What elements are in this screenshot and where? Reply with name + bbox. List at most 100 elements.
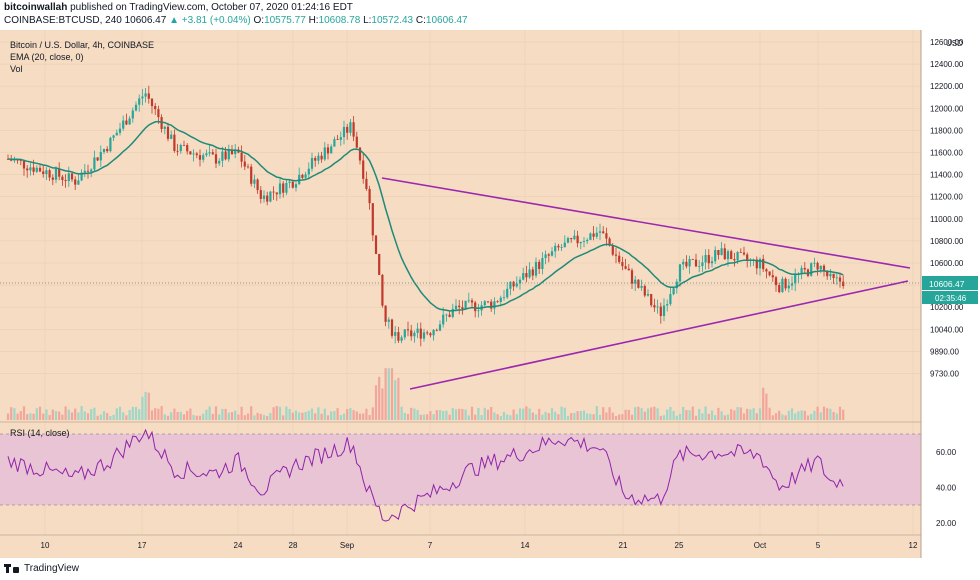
candle-body [166, 126, 170, 139]
candle-body [26, 168, 29, 171]
volume-bar [122, 412, 125, 420]
time-tick-label: 12 [909, 541, 918, 550]
chart-canvas[interactable]: Bitcoin / U.S. Dollar, 4h, COINBASE EMA … [0, 30, 980, 558]
candle-body [86, 170, 90, 172]
candle-body [186, 145, 189, 152]
volume-bar [726, 414, 730, 420]
candle-body [77, 180, 80, 185]
volume-bar [314, 413, 317, 420]
candle-body [323, 147, 326, 160]
volume-bar [198, 415, 202, 420]
volume-bar [54, 411, 58, 420]
candle-body [16, 159, 19, 161]
volume-bar [243, 415, 246, 420]
price-tick-label: 12600.00 [930, 38, 964, 47]
candle-body [794, 274, 797, 284]
triangle-upper-trendline[interactable] [381, 177, 911, 269]
candle-body [717, 250, 720, 255]
volume-bar [554, 411, 557, 420]
volume-bar [506, 414, 509, 420]
candle-body [685, 261, 688, 267]
volume-bar [486, 409, 490, 420]
volume-bar [570, 413, 573, 420]
candle-body [445, 314, 448, 316]
candle-body [106, 148, 109, 152]
candle-body [253, 179, 256, 184]
ohlc-line: COINBASE:BTCUSD, 240 10606.47 ▲ +3.81 (+… [4, 15, 468, 26]
candle-body [509, 281, 512, 289]
candle-body [810, 263, 813, 276]
volume-bar [22, 406, 26, 420]
volume-bar [294, 410, 298, 420]
volume-bar [458, 408, 461, 420]
volume-bar [602, 407, 605, 420]
volume-bar [413, 408, 416, 420]
volume-bar [51, 409, 54, 420]
volume-bar [573, 412, 576, 420]
candle-body [502, 297, 506, 299]
volume-bar [317, 407, 320, 420]
volume-bar [496, 414, 499, 420]
candle-body [115, 132, 118, 136]
volume-bar [666, 409, 669, 420]
volume-bar [285, 406, 288, 420]
volume-bar [438, 409, 442, 420]
candle-body [262, 195, 266, 199]
triangle-lower-trendline[interactable] [409, 280, 909, 390]
candle-body [547, 254, 550, 256]
time-axis-labels[interactable]: 10 17 24 28 Sep 7 14 21 25 Oct 5 12 [41, 541, 918, 550]
candle-body [314, 158, 317, 161]
candle-body [563, 242, 566, 248]
candle-body [614, 254, 618, 256]
rsi-tick-label: 40.00 [936, 483, 957, 492]
volume-bar [592, 414, 595, 420]
volume-bar [541, 414, 544, 420]
volume-bar [93, 407, 96, 420]
volume-bar [13, 408, 16, 420]
candle-body [758, 258, 762, 269]
volume-bar [138, 409, 141, 420]
volume-bar [611, 412, 614, 420]
candle-body [458, 305, 461, 308]
volume-bar [400, 406, 403, 420]
candle-body [832, 273, 835, 278]
volume-bar [528, 408, 531, 420]
volume-bar [90, 409, 93, 420]
volume-bar [582, 410, 586, 420]
candle-body [627, 268, 630, 271]
candle-body [790, 283, 794, 286]
candle-body [416, 328, 419, 333]
volume-bar [99, 414, 102, 420]
candle-body [38, 167, 42, 172]
candle-body [371, 203, 374, 236]
candle-body [122, 120, 125, 129]
volume-bar [509, 415, 512, 420]
footer: TradingView [0, 558, 980, 580]
candle-body [224, 151, 227, 160]
candle-body [656, 306, 659, 308]
volume-bar [250, 406, 253, 420]
volume-bar [467, 415, 470, 420]
candle-body [781, 278, 784, 293]
candle-body [688, 259, 691, 267]
volume-bar [282, 415, 285, 420]
candle-body [506, 288, 509, 298]
volume-bar [557, 414, 560, 420]
publish-text: published on TradingView.com, October 07… [70, 2, 353, 13]
candle-body [640, 285, 643, 288]
candle-body [282, 183, 285, 193]
low-label: L: [363, 15, 372, 26]
volume-bar [810, 413, 813, 420]
candle-body [160, 117, 163, 129]
candle-body [525, 273, 528, 278]
author-name[interactable]: bitcoinwallah [4, 2, 68, 13]
candle-body [269, 191, 272, 202]
candle-body [22, 160, 26, 169]
candle-body [592, 233, 595, 237]
volume-bars [6, 368, 845, 420]
candle-body [605, 233, 608, 239]
volume-bar [547, 413, 550, 420]
volume-bar [275, 406, 278, 420]
candle-body [211, 152, 214, 155]
tradingview-logo[interactable]: TradingView [4, 562, 79, 574]
